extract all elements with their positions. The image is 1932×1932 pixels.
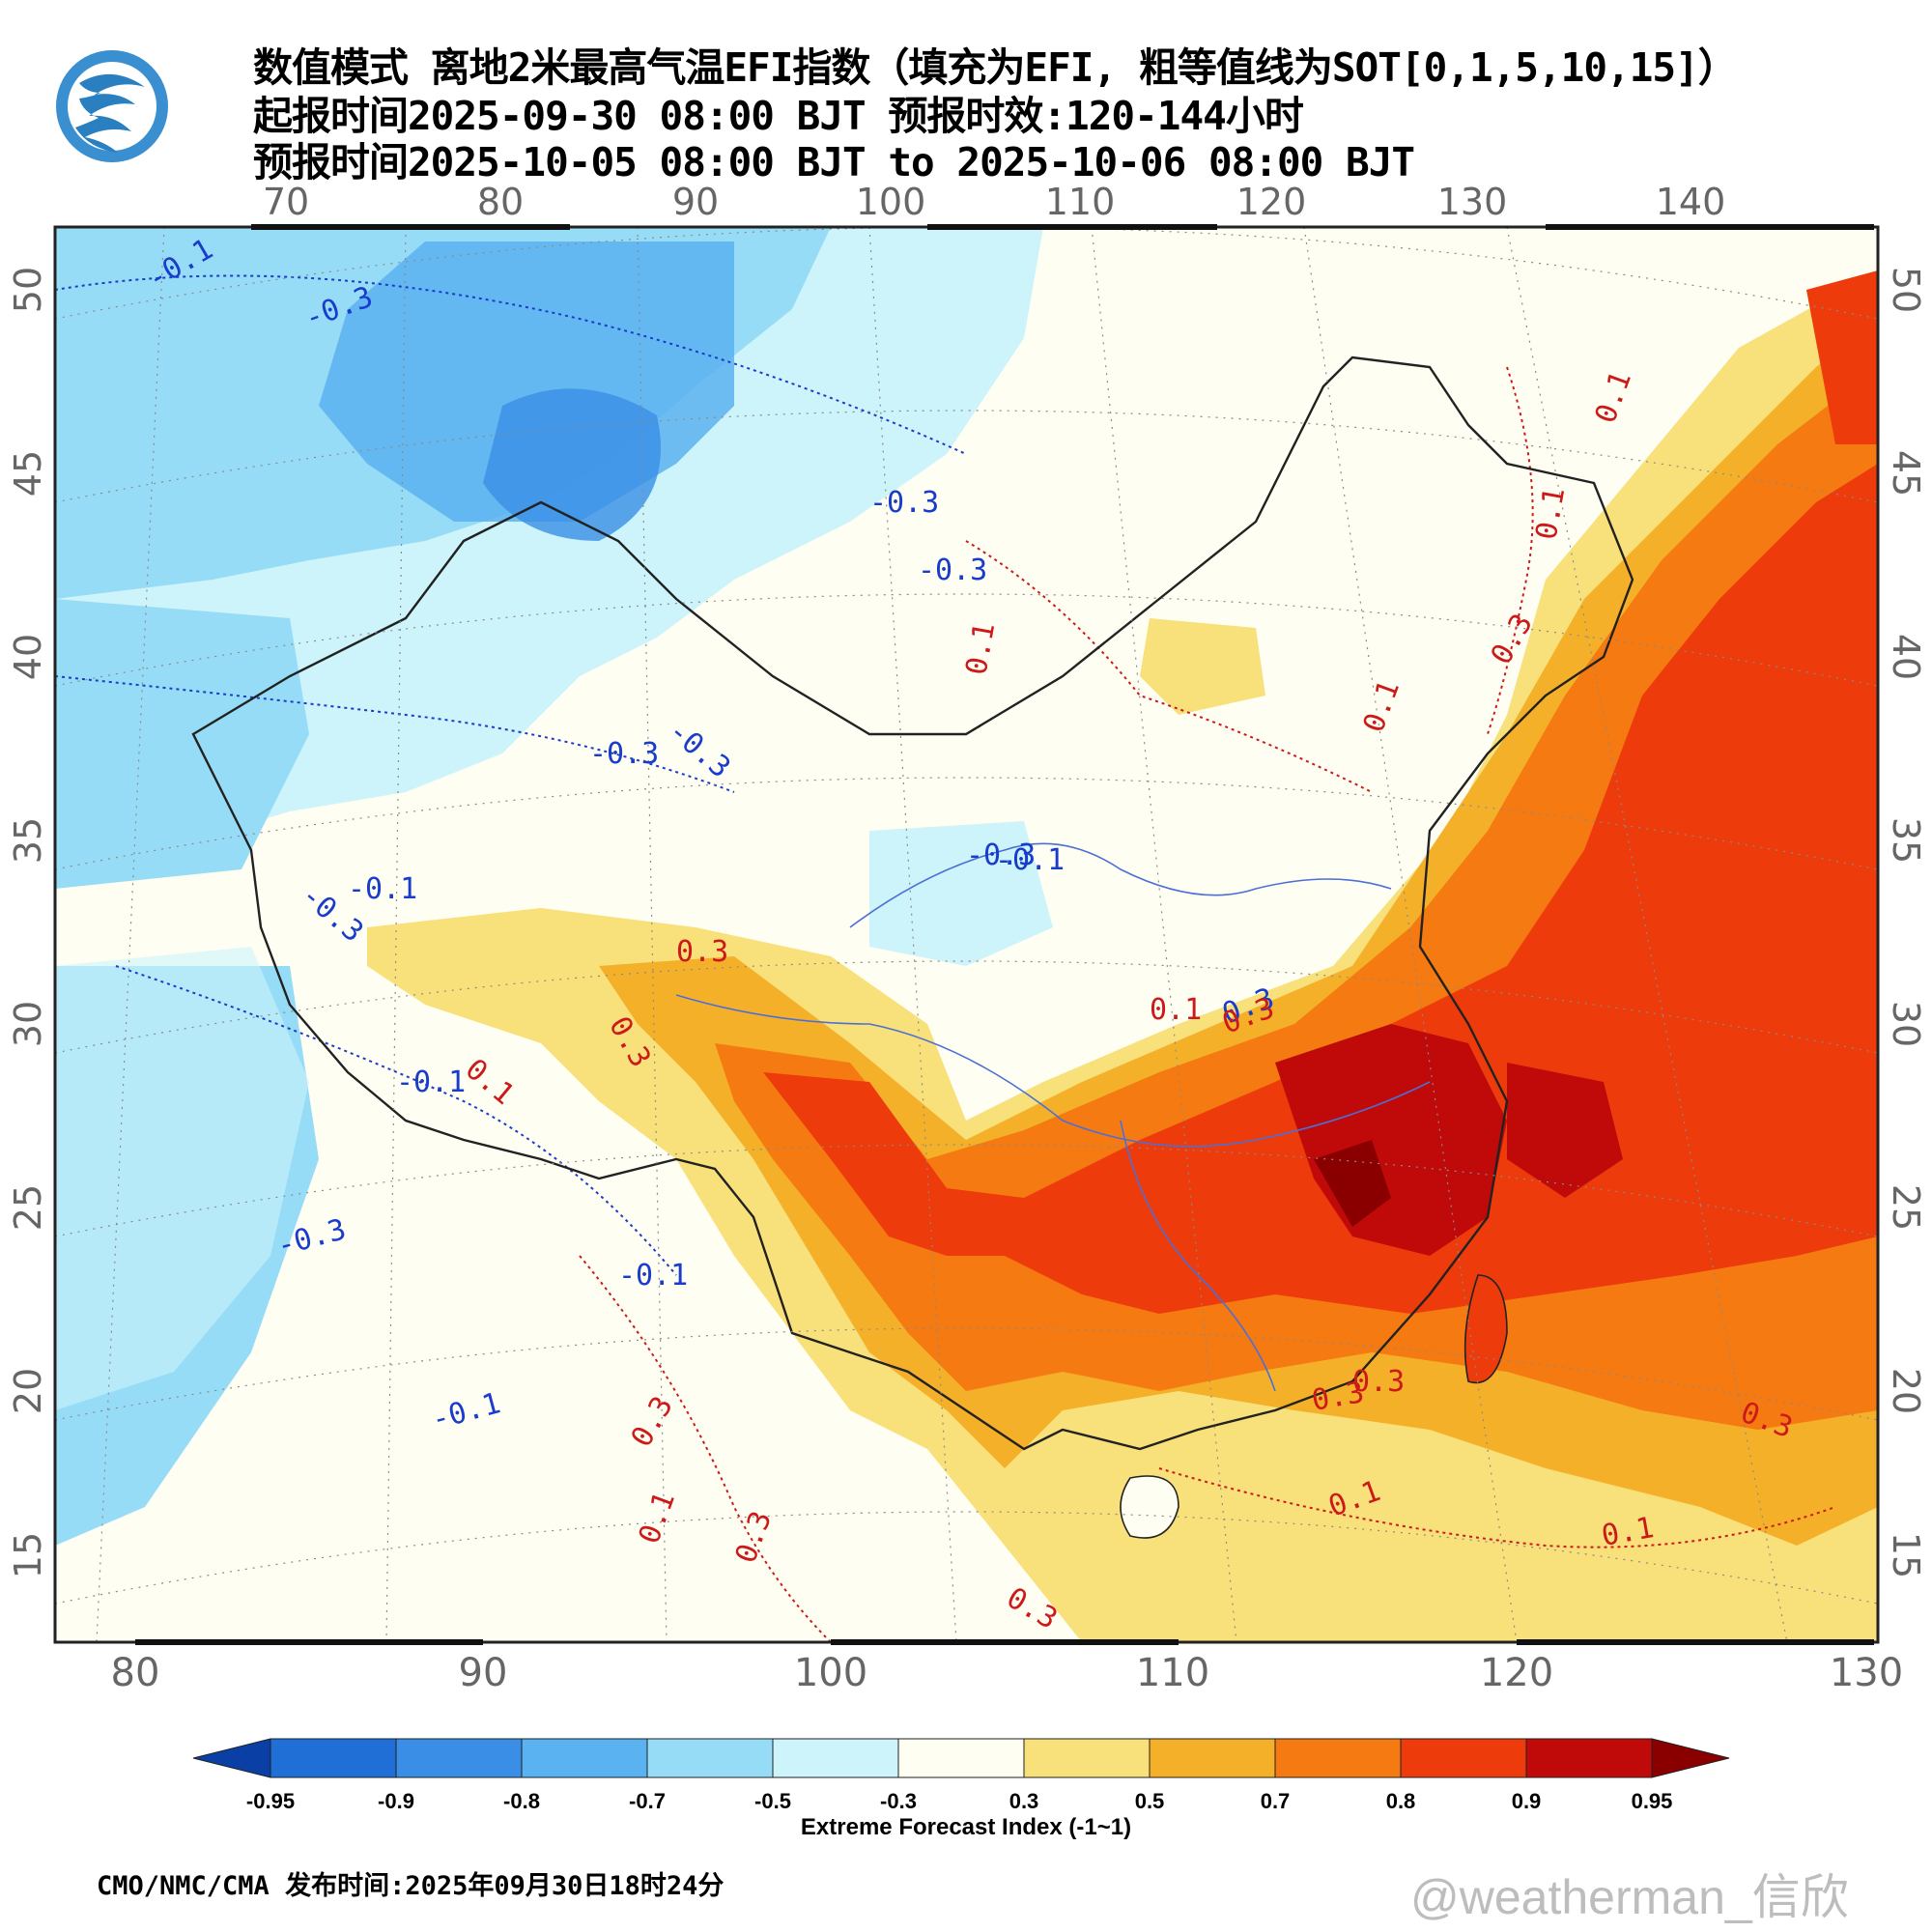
- colorbar-level-label: 0.9: [1512, 1789, 1542, 1813]
- contour-label: -0.3: [966, 838, 1036, 872]
- lat-right-label: 15: [1885, 1532, 1927, 1578]
- lon-top-label: 120: [1236, 181, 1307, 223]
- cma-logo-icon: [56, 50, 168, 162]
- lat-right-label: 40: [1885, 634, 1927, 680]
- lon-bottom-label: 80: [111, 1651, 160, 1695]
- colorbar-level-label: -0.5: [754, 1789, 791, 1813]
- lat-left-label: 15: [7, 1532, 49, 1578]
- lat-left-label: 25: [7, 1184, 49, 1231]
- contour-label: -0.1: [396, 1065, 466, 1099]
- lon-top-label: 130: [1437, 181, 1508, 223]
- colorbar: -0.95 -0.9 -0.8 -0.7 -0.5 -0.3 0.3 0.5 0.7 0.8 0.9…: [192, 1738, 1730, 1813]
- lon-top-label: 140: [1656, 181, 1726, 223]
- colorbar-swatch: [897, 1738, 1025, 1778]
- colorbar-level-label: 0.7: [1261, 1789, 1291, 1813]
- axis-labels: 70 80 90 100 110 120 130 140 80 90 100 110 120 130 50 4…: [7, 181, 1927, 1695]
- contour-label: 0.3: [676, 935, 728, 969]
- colorbar-level-label: -0.3: [880, 1789, 917, 1813]
- valid-time-line: 预报时间2025-10-05 08:00 BJT to 2025-10-06 0…: [253, 139, 1415, 185]
- colorbar-high-extension: [1651, 1738, 1730, 1778]
- lat-left-label: 45: [7, 450, 49, 497]
- contour-label: -0.3: [869, 486, 939, 520]
- contour-label: 0.1: [1150, 993, 1202, 1027]
- watermark: @weatherman_信欣: [1410, 1870, 1849, 1924]
- lon-top-label: 100: [856, 181, 926, 223]
- contour-label: 0.3: [1352, 1365, 1405, 1399]
- lon-bottom-label: 90: [459, 1651, 508, 1695]
- colorbar-level-label: 0.95: [1632, 1789, 1673, 1813]
- lat-right-label: 45: [1885, 450, 1927, 497]
- lat-left-label: 30: [7, 1001, 49, 1047]
- colorbar-level-label: 0.3: [1009, 1789, 1039, 1813]
- lat-left-label: 35: [7, 817, 49, 864]
- lat-left-label: 50: [7, 267, 49, 313]
- lon-bottom-label: 120: [1480, 1651, 1553, 1695]
- colorbar-level-label: 0.5: [1135, 1789, 1165, 1813]
- lat-left-label: 20: [7, 1368, 49, 1414]
- init-time-line: 起报时间2025-09-30 08:00 BJT 预报时效:120-144小时: [253, 93, 1304, 139]
- colorbar-swatch: [395, 1738, 523, 1778]
- lon-top-label: 110: [1045, 181, 1116, 223]
- lon-top-label: 90: [672, 181, 719, 223]
- colorbar-swatch: [1274, 1738, 1402, 1778]
- colorbar-low-extension: [192, 1738, 271, 1778]
- lat-right-label: 20: [1885, 1368, 1927, 1414]
- lon-top-label: 80: [477, 181, 524, 223]
- contour-label: -0.1: [995, 843, 1065, 877]
- colorbar-swatch: [270, 1738, 397, 1778]
- lon-bottom-label: 100: [794, 1651, 867, 1695]
- contour-label: -0.1: [348, 872, 417, 906]
- graticule: [55, 227, 1878, 1642]
- colorbar-swatch: [1525, 1738, 1653, 1778]
- lat-right-label: 25: [1885, 1184, 1927, 1231]
- rivers: [675, 842, 1431, 1392]
- lon-bottom-label: 130: [1830, 1651, 1903, 1695]
- lon-bottom-label: 110: [1136, 1651, 1209, 1695]
- lat-right-label: 35: [1885, 817, 1927, 864]
- lon-top-label: 70: [263, 181, 309, 223]
- contour-label: -0.1: [618, 1259, 688, 1293]
- contour-label: -0.3: [589, 737, 659, 771]
- lat-left-label: 40: [7, 634, 49, 680]
- colorbar-level-label: -0.95: [246, 1789, 295, 1813]
- colorbar-swatch: [1149, 1738, 1276, 1778]
- map-title: 数值模式 离地2米最高气温EFI指数（填充为EFI, 粗等值线为SOT[0,1,…: [253, 44, 1738, 91]
- colorbar-level-label: -0.9: [378, 1789, 414, 1813]
- lat-right-label: 50: [1885, 267, 1927, 313]
- colorbar-level-label: 0.8: [1386, 1789, 1416, 1813]
- colorbar-title: Extreme Forecast Index (-1~1): [800, 1814, 1132, 1840]
- colorbar-level-label: -0.7: [629, 1789, 666, 1813]
- colorbar-swatch: [1400, 1738, 1527, 1778]
- efi-fill-layer: [55, 227, 1878, 1642]
- colorbar-swatch: [1023, 1738, 1151, 1778]
- source-and-issue-time: CMO/NMC/CMA 发布时间:2025年09月30日18时24分: [97, 1871, 724, 1901]
- lat-right-label: 30: [1885, 1001, 1927, 1047]
- colorbar-swatch: [772, 1738, 899, 1778]
- colorbar-level-label: -0.8: [503, 1789, 540, 1813]
- colorbar-swatch: [646, 1738, 774, 1778]
- contour-label: -0.3: [918, 554, 987, 587]
- contour-lines: [55, 274, 1836, 1642]
- colorbar-swatch: [521, 1738, 648, 1778]
